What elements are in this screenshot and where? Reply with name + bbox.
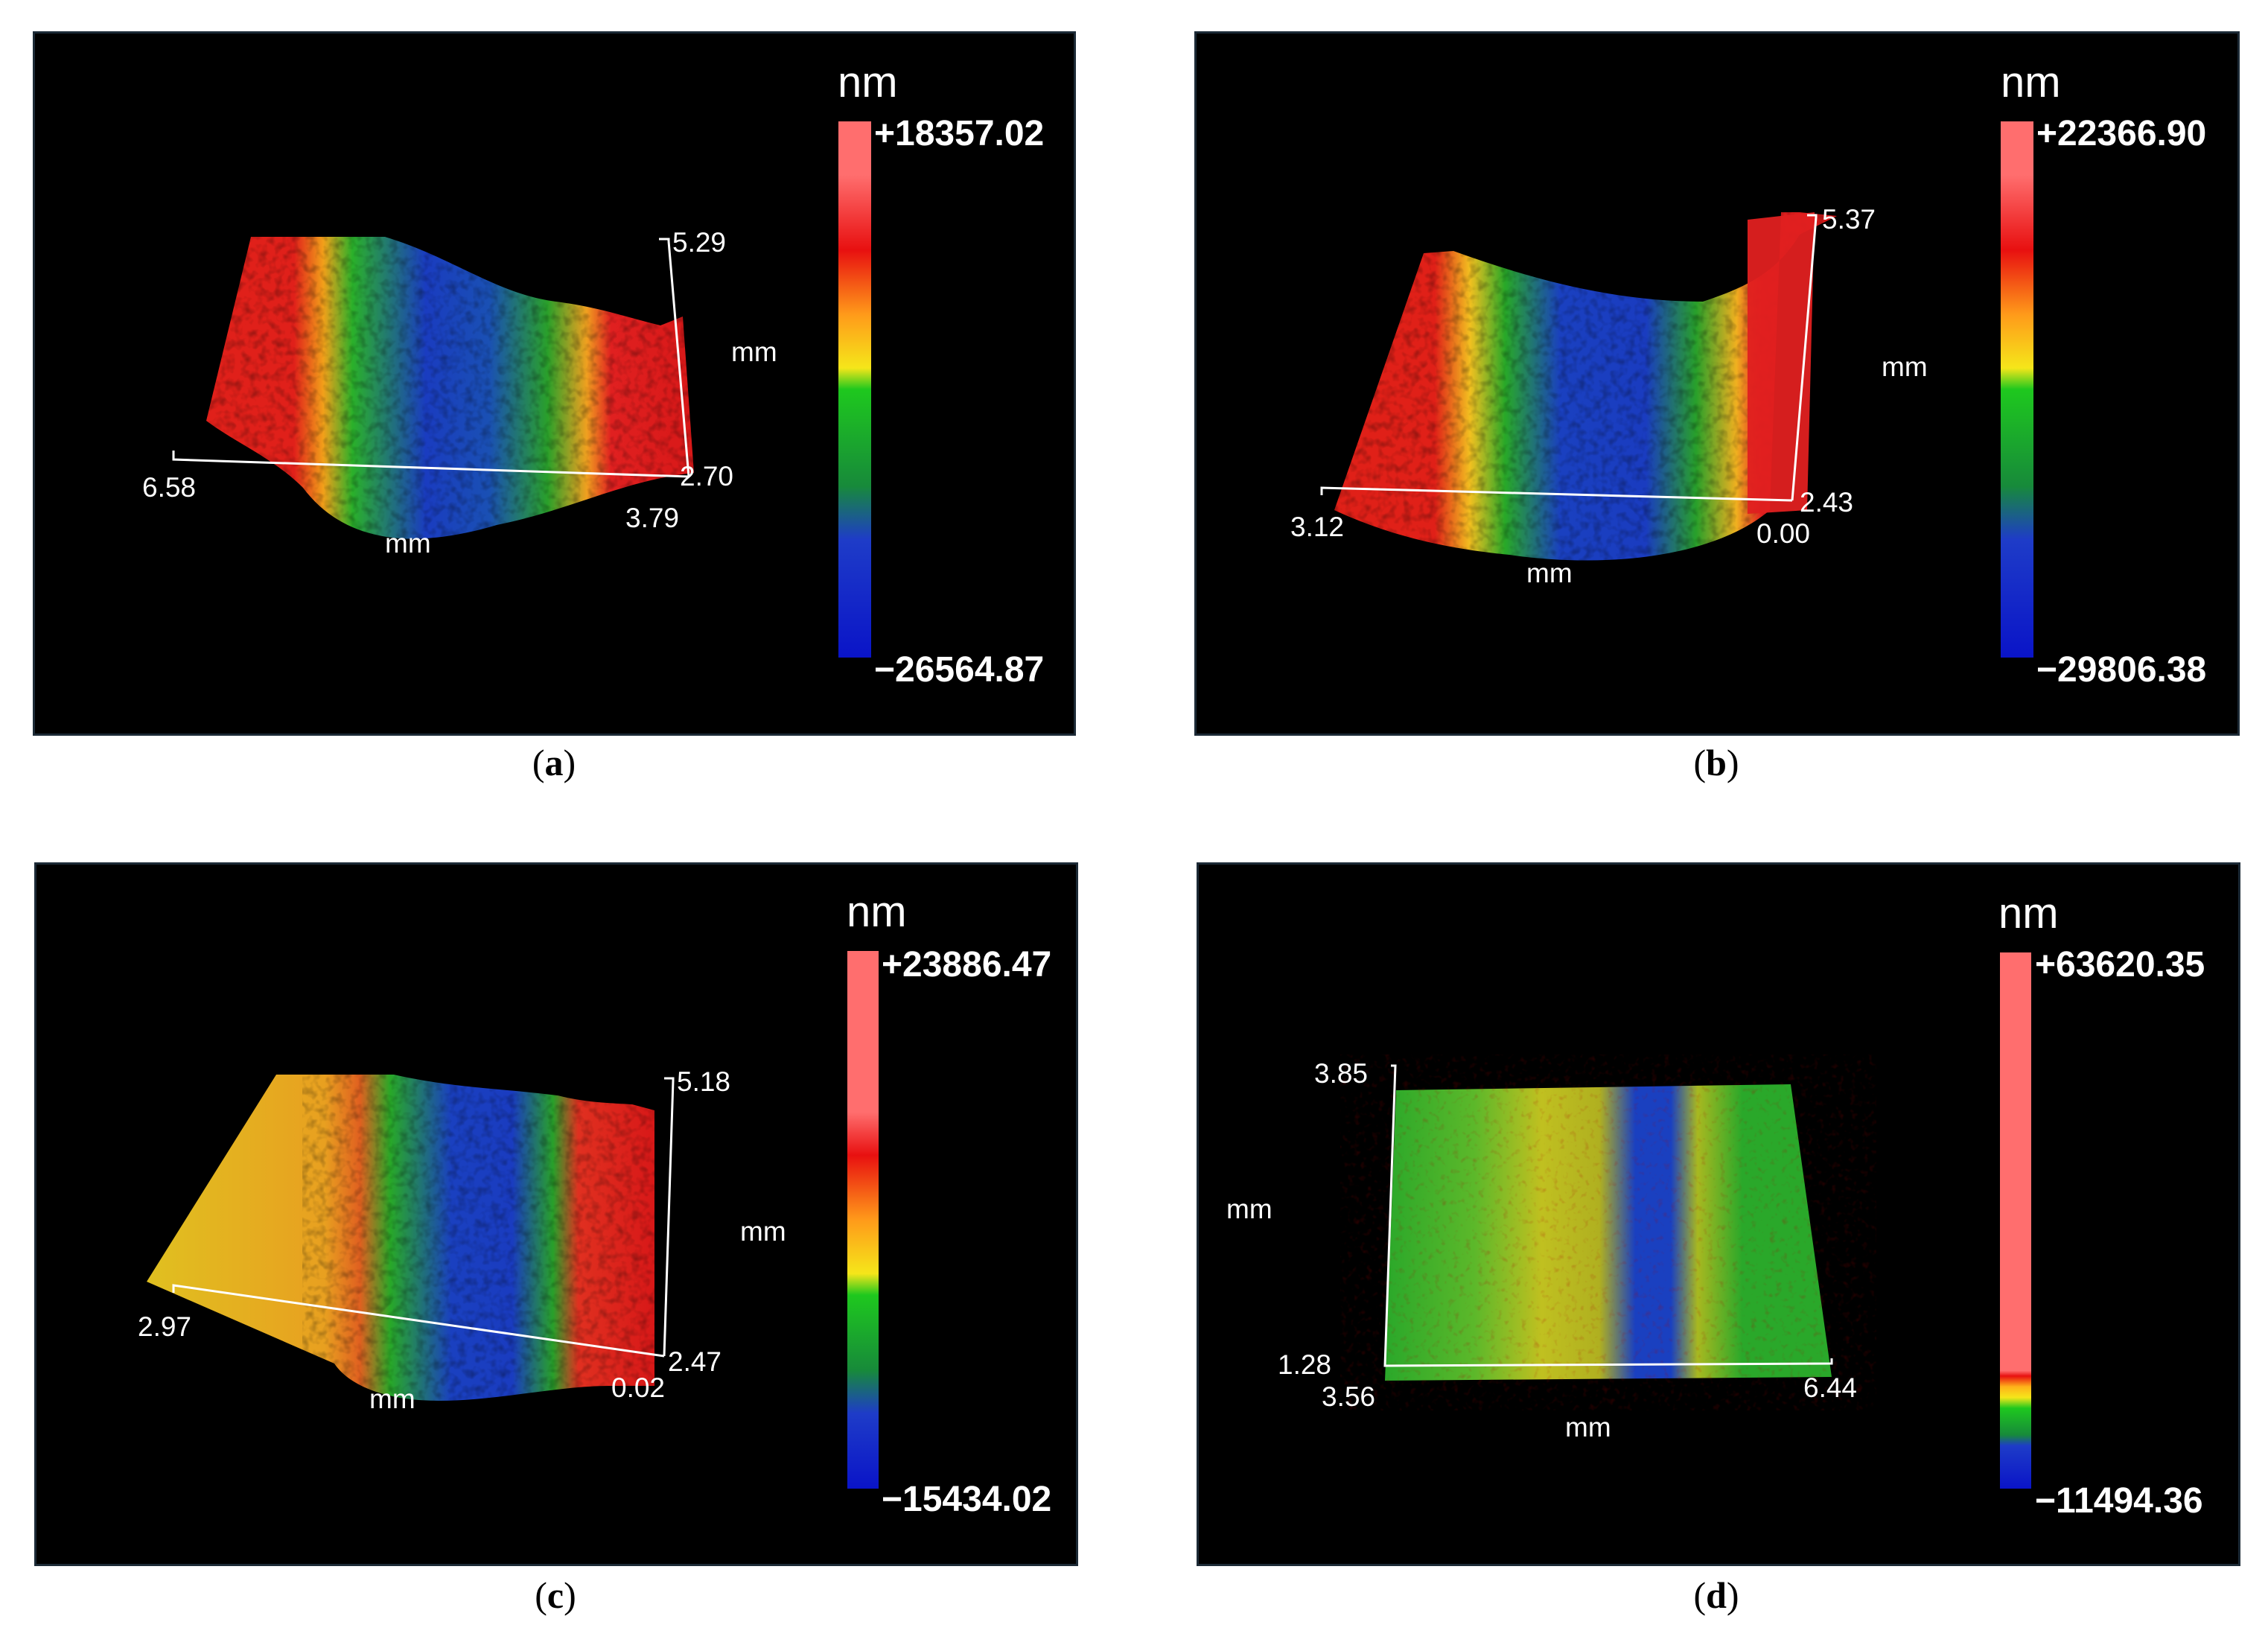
axis-x-end-a: 3.79	[625, 503, 679, 533]
colorbar-min-d: −11494.36	[2035, 1481, 2203, 1521]
axis-x-unit-a: mm	[385, 528, 431, 559]
colorbar-a	[838, 121, 871, 658]
axis-x-end-d: 6.44	[1803, 1372, 1857, 1403]
colorbar-unit-d: nm	[1998, 889, 2059, 938]
axis-y-start-b: 2.43	[1800, 487, 1853, 518]
axis-x-unit-d: mm	[1565, 1412, 1611, 1442]
axis-y-unit-c: mm	[740, 1216, 786, 1247]
colorbar-c	[847, 951, 879, 1489]
axis-x-end-c: 0.02	[611, 1372, 665, 1403]
axis-x-unit-b: mm	[1526, 558, 1573, 588]
caption-letter-c: c	[547, 1574, 564, 1616]
axis-y-end-a: 5.29	[672, 227, 726, 258]
axis-y-start-c: 2.47	[668, 1346, 722, 1377]
colorbar-unit-c: nm	[847, 888, 907, 936]
profile-panel-c: 2.97 0.02 2.47 5.18 mm mm nm +23886.47 −…	[34, 862, 1078, 1566]
profile-panel-a: 6.58 3.79 2.70 5.29 mm mm nm +18357.02 −…	[33, 31, 1076, 736]
axis-x-start-d: 3.56	[1322, 1381, 1375, 1412]
colorbar-min-a: −26564.87	[874, 650, 1044, 690]
colorbar-max-c: +23886.47	[882, 945, 1051, 984]
colorbar-b	[2001, 121, 2033, 658]
axis-y-end-c: 5.18	[677, 1066, 730, 1097]
caption-d: (d)	[1693, 1574, 1739, 1616]
axis-x-unit-c: mm	[369, 1384, 415, 1414]
surface-plot-c: 2.97 0.02 2.47 5.18 mm mm nm +23886.47 −…	[138, 888, 1051, 1519]
colorbar-max-d: +63620.35	[2035, 945, 2205, 984]
caption-letter-d: d	[1706, 1574, 1727, 1616]
axis-y-end-b: 5.37	[1822, 204, 1876, 235]
axis-y-unit-d: mm	[1226, 1194, 1272, 1224]
axis-x-end-b: 0.00	[1756, 518, 1810, 549]
colorbar-d	[2000, 952, 2031, 1489]
caption-letter-b: b	[1706, 742, 1727, 783]
surface-plot-a: 6.58 3.79 2.70 5.29 mm mm nm +18357.02 −…	[142, 58, 1044, 690]
colorbar-max-a: +18357.02	[874, 114, 1044, 153]
surface-c	[147, 1075, 654, 1401]
axis-y-start-a: 2.70	[680, 461, 733, 491]
colorbar-unit-b: nm	[2001, 58, 2061, 106]
axis-lines-b	[1320, 214, 1818, 502]
surface-plot-d: 3.85 1.28 3.56 6.44 mm mm nm +63620.35 −…	[1226, 889, 2205, 1521]
axis-y-unit-a: mm	[731, 337, 777, 367]
surface-d	[1385, 1084, 1832, 1381]
colorbar-max-b: +22366.90	[2036, 114, 2206, 153]
axis-y-start-d: 1.28	[1278, 1349, 1331, 1380]
surface-b	[1334, 212, 1837, 561]
axis-y-unit-b: mm	[1882, 351, 1928, 382]
surface-a	[206, 237, 694, 539]
axis-x-start-c: 2.97	[138, 1311, 191, 1342]
caption-c: (c)	[535, 1574, 576, 1616]
axis-y-end-d: 3.85	[1314, 1058, 1368, 1089]
colorbar-min-b: −29806.38	[2036, 650, 2206, 690]
profile-panel-d: 3.85 1.28 3.56 6.44 mm mm nm +63620.35 −…	[1197, 862, 2240, 1566]
caption-b: (b)	[1693, 742, 1739, 783]
colorbar-min-c: −15434.02	[882, 1480, 1051, 1519]
caption-letter-a: a	[544, 742, 564, 783]
axis-x-start-b: 3.12	[1290, 512, 1344, 542]
colorbar-unit-a: nm	[838, 58, 898, 106]
axis-lines-a	[172, 238, 690, 478]
axis-lines-d	[1383, 1064, 1833, 1367]
caption-a: (a)	[532, 742, 576, 783]
profile-panel-b: 3.12 0.00 2.43 5.37 mm mm nm +22366.90 −…	[1194, 31, 2240, 736]
axis-x-start-a: 6.58	[142, 472, 196, 503]
surface-plot-b: 3.12 0.00 2.43 5.37 mm mm nm +22366.90 −…	[1290, 58, 2206, 690]
axis-lines-c	[172, 1077, 675, 1358]
